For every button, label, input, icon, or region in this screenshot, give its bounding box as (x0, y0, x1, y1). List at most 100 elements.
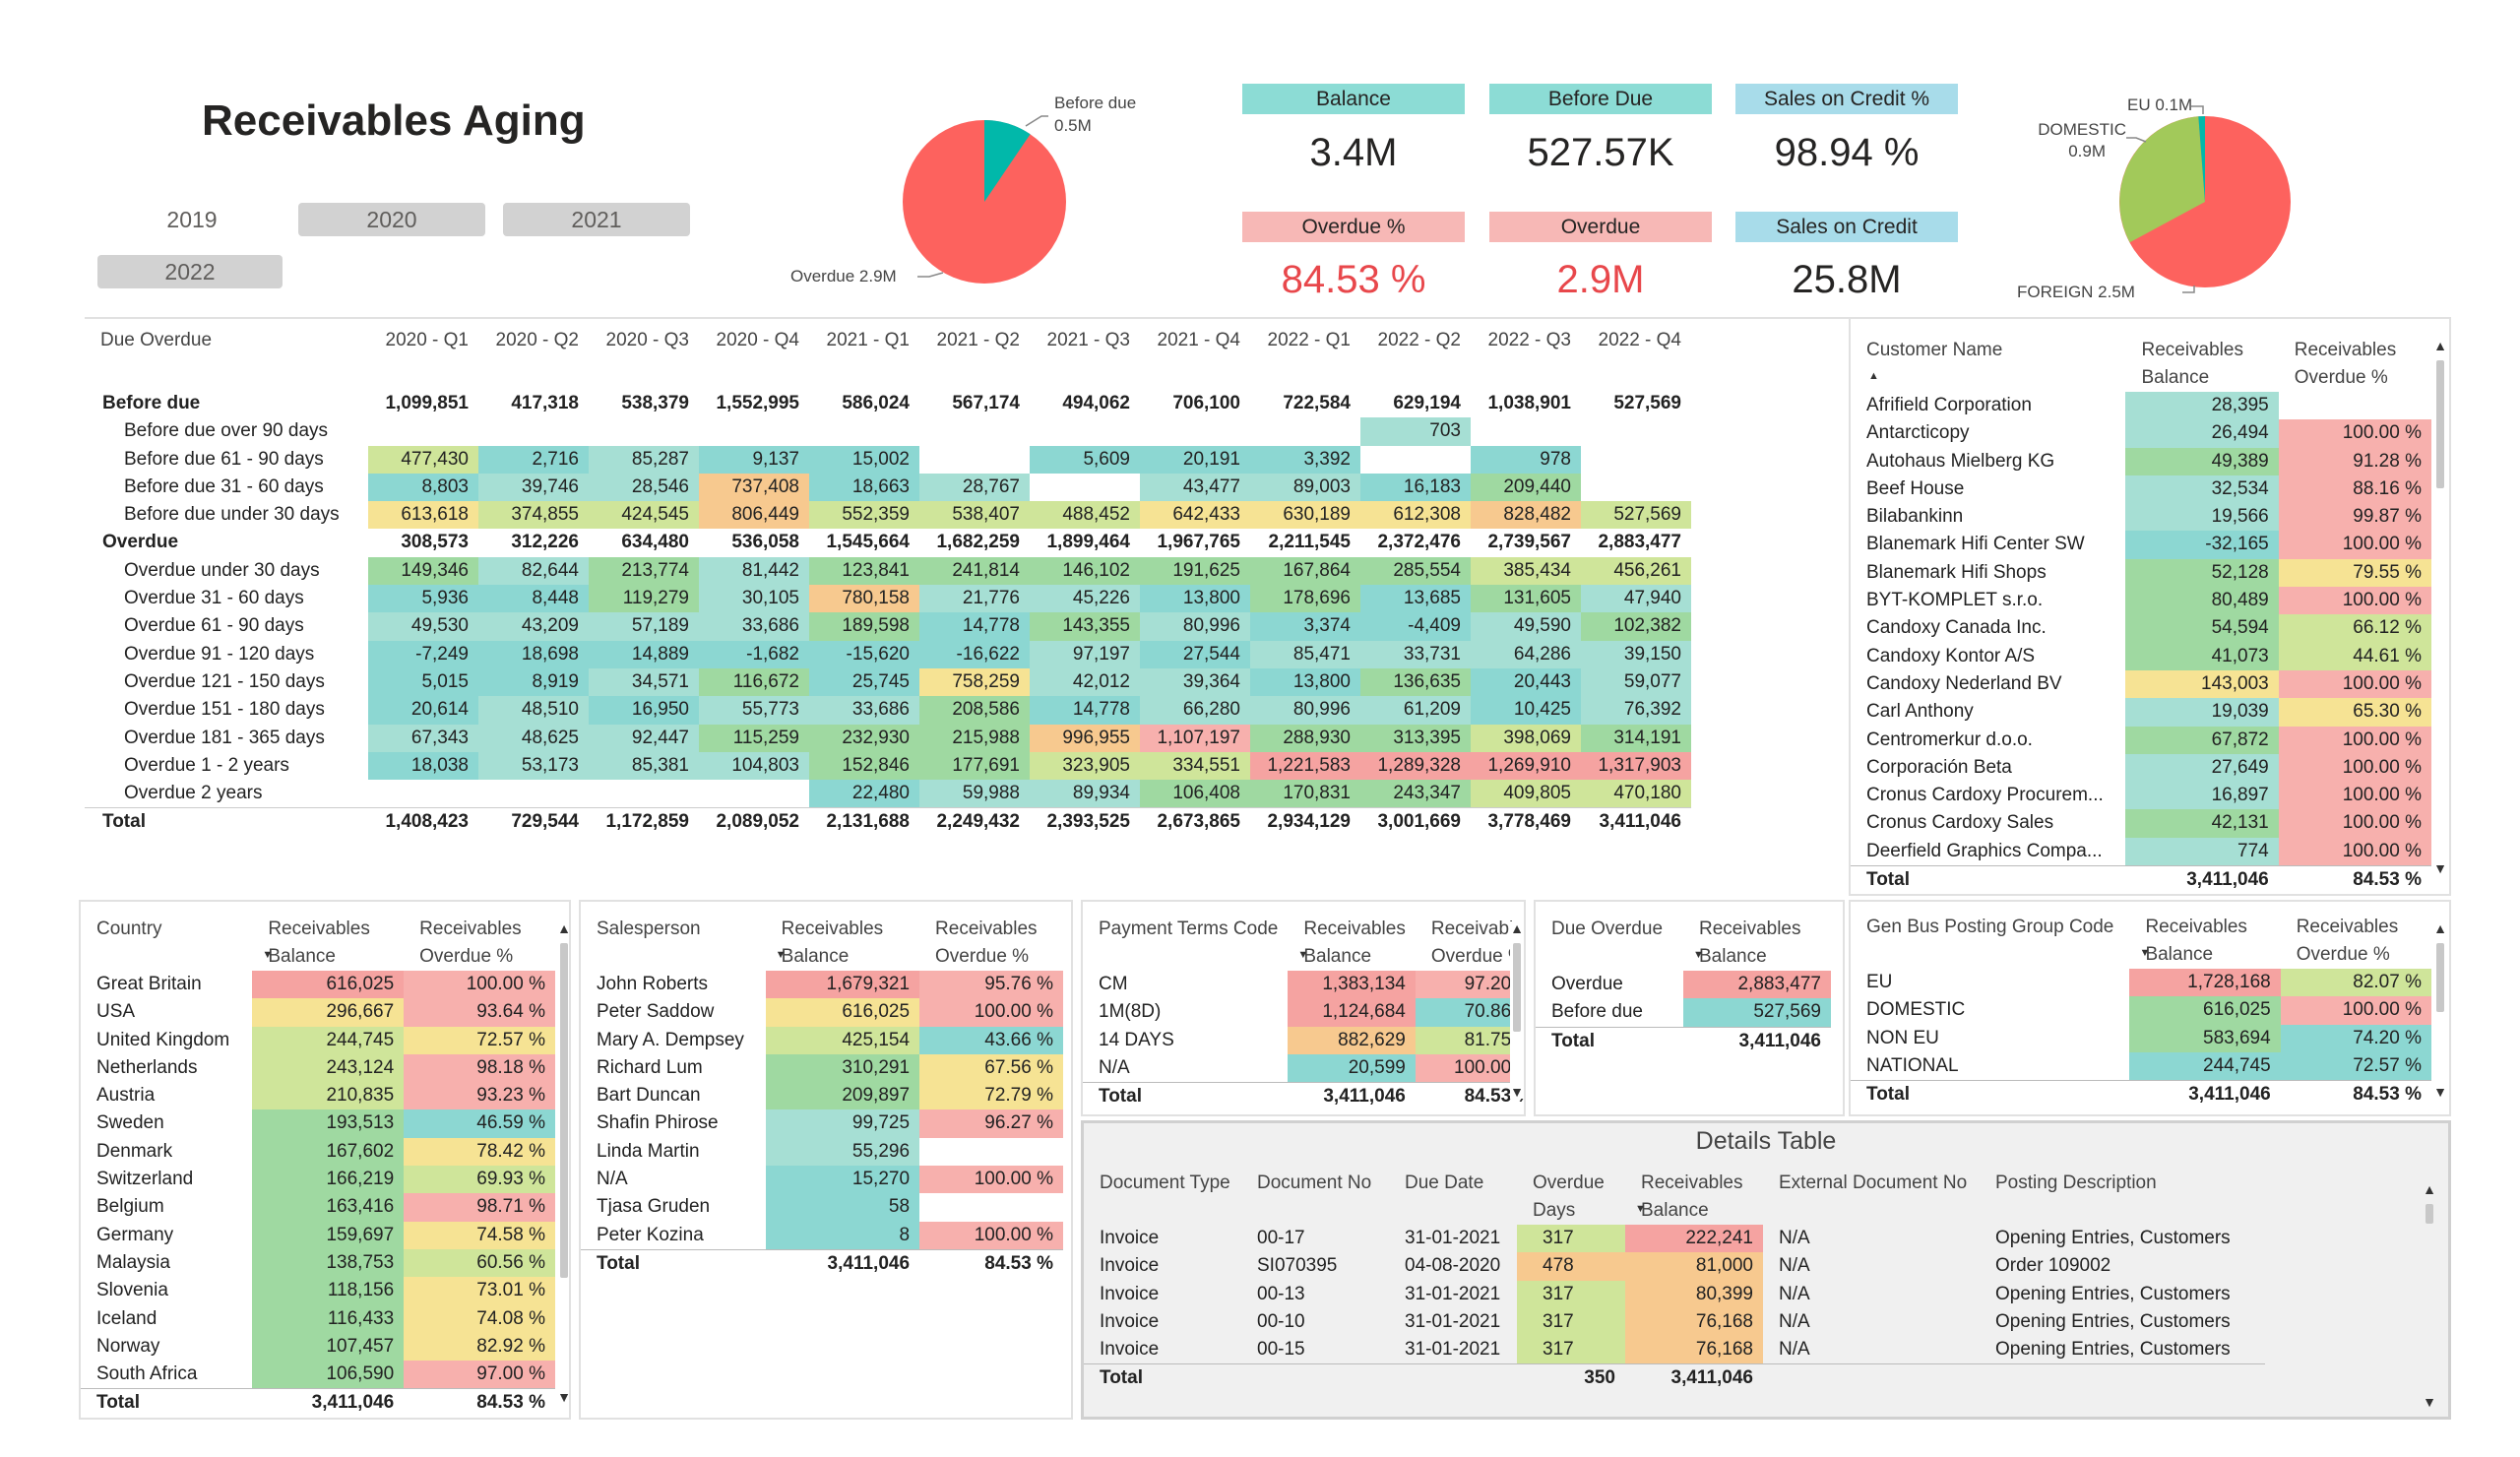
matrix-row-label[interactable]: Before due 31 - 60 days (124, 475, 324, 497)
sort-descending-icon[interactable]: ▼ (2139, 947, 2151, 959)
dueoverdue-header-name[interactable]: Due Overdue (1551, 919, 1664, 939)
country-row[interactable]: Belgium 163,416 98.71 % (81, 1193, 555, 1222)
matrix-row-label[interactable]: Overdue under 30 days (124, 559, 320, 581)
customers-row[interactable]: Cronus Cardoxy Sales 42,131 100.00 % (1851, 809, 2431, 838)
matrix-column-header[interactable]: 2022 - Q4 (1598, 330, 1682, 350)
matrix-header-due-overdue[interactable]: Due Overdue (100, 330, 213, 350)
payment-row[interactable]: N/A 20,599 100.00 % (1083, 1053, 1524, 1083)
customers-row[interactable]: Centromerkur d.o.o. 67,872 100.00 % (1851, 726, 2431, 754)
sort-descending-icon[interactable]: ▼ (775, 949, 787, 961)
details-row[interactable]: Invoice 00-10 31-01-2021 317 76,168 N/A Openin… (1084, 1307, 2265, 1337)
customers-row[interactable]: Candoxy Nederland BV 143,003 100.00 % (1851, 669, 2431, 699)
matrix-row-label[interactable]: Overdue 181 - 365 days (124, 727, 325, 748)
payment-scrollbar[interactable]: ▲ ▼ (1510, 921, 1524, 1099)
details-row[interactable]: Invoice SI070395 04-08-2020 478 81,000 N/A Ord… (1084, 1252, 2265, 1281)
scroll-up-icon[interactable]: ▲ (1510, 920, 1524, 936)
customers-row[interactable]: Blanemark Hifi Shops 52,128 79.55 % (1851, 558, 2431, 588)
details-row[interactable]: Invoice 00-15 31-01-2021 317 76,168 N/A Openin… (1084, 1336, 2265, 1364)
customers-row[interactable]: BYT-KOMPLET s.r.o. 80,489 100.00 % (1851, 587, 2431, 615)
matrix-row-label[interactable]: Before due 61 - 90 days (124, 448, 324, 470)
matrix-column-header[interactable]: 2020 - Q3 (605, 330, 690, 350)
genbus-scrollbar[interactable]: ▲ ▼ (2433, 921, 2447, 1099)
details-row[interactable]: Invoice 00-17 31-01-2021 317 222,241 N/A Openi… (1084, 1225, 2265, 1253)
genbus-row[interactable]: DOMESTIC 616,025 100.00 % (1851, 996, 2431, 1025)
dueoverdue-row[interactable]: Overdue 2,883,477 (1536, 971, 1831, 999)
matrix-column-header[interactable]: 2021 - Q3 (1046, 330, 1131, 350)
customers-header-overdue-pct[interactable]: Receivables Overdue % (2294, 340, 2397, 388)
customers-row[interactable]: Cronus Cardoxy Procurem... 16,897 100.00 % (1851, 782, 2431, 810)
details-header-cell[interactable]: Receivables Balance ▼ (1635, 1172, 1743, 1221)
country-header-overdue-pct[interactable]: Receivables Overdue % (419, 919, 522, 967)
salesperson-row[interactable]: Bart Duncan 209,897 72.79 % (581, 1082, 1063, 1110)
country-row[interactable]: Austria 210,835 93.23 % (81, 1082, 555, 1110)
pie-slice-before-due[interactable] (984, 120, 1031, 202)
scroll-up-icon[interactable]: ▲ (557, 920, 571, 936)
country-row[interactable]: South Africa 106,590 97.00 % (81, 1361, 555, 1389)
customers-row[interactable]: Blanemark Hifi Center SW -32,165 100.00 % (1851, 531, 2431, 559)
country-row[interactable]: Malaysia 138,753 60.56 % (81, 1248, 555, 1278)
sort-descending-icon[interactable]: ▼ (1297, 949, 1309, 961)
payment-header-name[interactable]: Payment Terms Code (1099, 919, 1279, 939)
country-row[interactable]: USA 296,667 93.64 % (81, 998, 555, 1027)
salesperson-row[interactable]: Richard Lum 310,291 67.56 % (581, 1053, 1063, 1083)
customers-row[interactable]: Carl Anthony 19,039 65.30 % (1851, 698, 2431, 727)
customers-header-balance[interactable]: Receivables Balance (2141, 340, 2243, 388)
customers-row[interactable]: Beef House 32,534 88.16 % (1851, 475, 2431, 504)
payment-header-overdue-pct[interactable]: Receivables Overdue % (1430, 919, 1526, 967)
matrix-row-label[interactable]: Overdue 2 years (124, 783, 263, 804)
matrix-column-header[interactable]: 2020 - Q1 (385, 330, 470, 350)
sort-descending-icon[interactable]: ▼ (1693, 949, 1704, 961)
matrix-row-label[interactable]: Overdue 1 - 2 years (124, 754, 289, 776)
scroll-up-icon[interactable]: ▲ (2433, 920, 2447, 936)
details-header-cell[interactable]: Document Type (1100, 1172, 1230, 1193)
customers-row[interactable]: Deerfield Graphics Compa... 774 100.00 % (1851, 837, 2431, 866)
matrix-column-header[interactable]: 2021 - Q4 (1157, 330, 1241, 350)
details-row[interactable]: Invoice 00-13 31-01-2021 317 80,399 N/A Openin… (1084, 1280, 2265, 1308)
country-row[interactable]: Great Britain 616,025 100.00 % (81, 971, 555, 999)
sort-descending-icon[interactable]: ▼ (1635, 1203, 1646, 1215)
salesperson-row[interactable]: Peter Kozina 8 100.00 % (581, 1221, 1063, 1250)
country-row[interactable]: Iceland 116,433 74.08 % (81, 1304, 555, 1333)
salesperson-row[interactable]: Linda Martin 55,296 (581, 1137, 1063, 1167)
country-row[interactable]: Sweden 193,513 46.59 % (81, 1109, 555, 1138)
matrix-column-header[interactable]: 2022 - Q1 (1267, 330, 1352, 350)
sort-descending-icon[interactable]: ▼ (262, 949, 274, 961)
customers-row[interactable]: Autohaus Mielberg KG 49,389 91.28 % (1851, 447, 2431, 475)
matrix-row-label[interactable]: Overdue (102, 532, 179, 553)
matrix-row-label[interactable]: Overdue 121 - 150 days (124, 670, 325, 692)
country-row[interactable]: Germany 159,697 74.58 % (81, 1221, 555, 1249)
details-header-cell[interactable]: Due Date (1405, 1172, 1484, 1193)
scroll-up-icon[interactable]: ▲ (2423, 1181, 2436, 1197)
salesperson-row[interactable]: Mary A. Dempsey 425,154 43.66 % (581, 1026, 1063, 1054)
customers-row[interactable]: Bilabankinn 19,566 99.87 % (1851, 503, 2431, 532)
year-button-2020[interactable]: 2020 (298, 203, 485, 236)
genbus-row[interactable]: NATIONAL 244,745 72.57 % (1851, 1051, 2431, 1081)
genbus-row[interactable]: NON EU 583,694 74.20 % (1851, 1024, 2431, 1052)
details-scrollbar[interactable]: ▲ ▼ (2423, 1182, 2436, 1409)
salesperson-row[interactable]: Tjasa Gruden 58 (581, 1193, 1063, 1222)
details-header-cell[interactable]: Posting Description (1995, 1172, 2157, 1193)
salesperson-row[interactable]: N/A 15,270 100.00 % (581, 1166, 1063, 1194)
matrix-row-label[interactable]: Before due (102, 393, 201, 413)
pie-slice-domestic[interactable] (2119, 116, 2205, 243)
pie-slice-eu[interactable] (2198, 116, 2205, 202)
salesperson-row[interactable]: Shafin Phirose 99,725 96.27 % (581, 1109, 1063, 1138)
genbus-header-balance[interactable]: Receivables Balance ▼ (2139, 917, 2247, 965)
details-header-cell[interactable]: Overdue Days (1533, 1172, 1605, 1221)
salesperson-header-balance[interactable]: Receivables Balance ▼ (775, 919, 884, 967)
matrix-row-label[interactable]: Before due over 90 days (124, 420, 329, 442)
salesperson-header-name[interactable]: Salesperson (597, 919, 701, 939)
country-row[interactable]: Denmark 167,602 78.42 % (81, 1137, 555, 1167)
payment-header-balance[interactable]: Receivables Balance ▼ (1297, 919, 1406, 967)
country-header-name[interactable]: Country (96, 919, 162, 939)
scroll-down-icon[interactable]: ▼ (2433, 1084, 2447, 1100)
matrix-column-header[interactable]: 2022 - Q3 (1487, 330, 1572, 350)
scroll-down-icon[interactable]: ▼ (2423, 1394, 2436, 1410)
scroll-up-icon[interactable]: ▲ (2433, 338, 2447, 353)
country-scrollbar[interactable]: ▲ ▼ (557, 920, 571, 1404)
country-row[interactable]: Netherlands 243,124 98.18 % (81, 1053, 555, 1083)
salesperson-header-overdue-pct[interactable]: Receivables Overdue % (935, 919, 1038, 967)
salesperson-row[interactable]: John Roberts 1,679,321 95.76 % (581, 971, 1063, 999)
